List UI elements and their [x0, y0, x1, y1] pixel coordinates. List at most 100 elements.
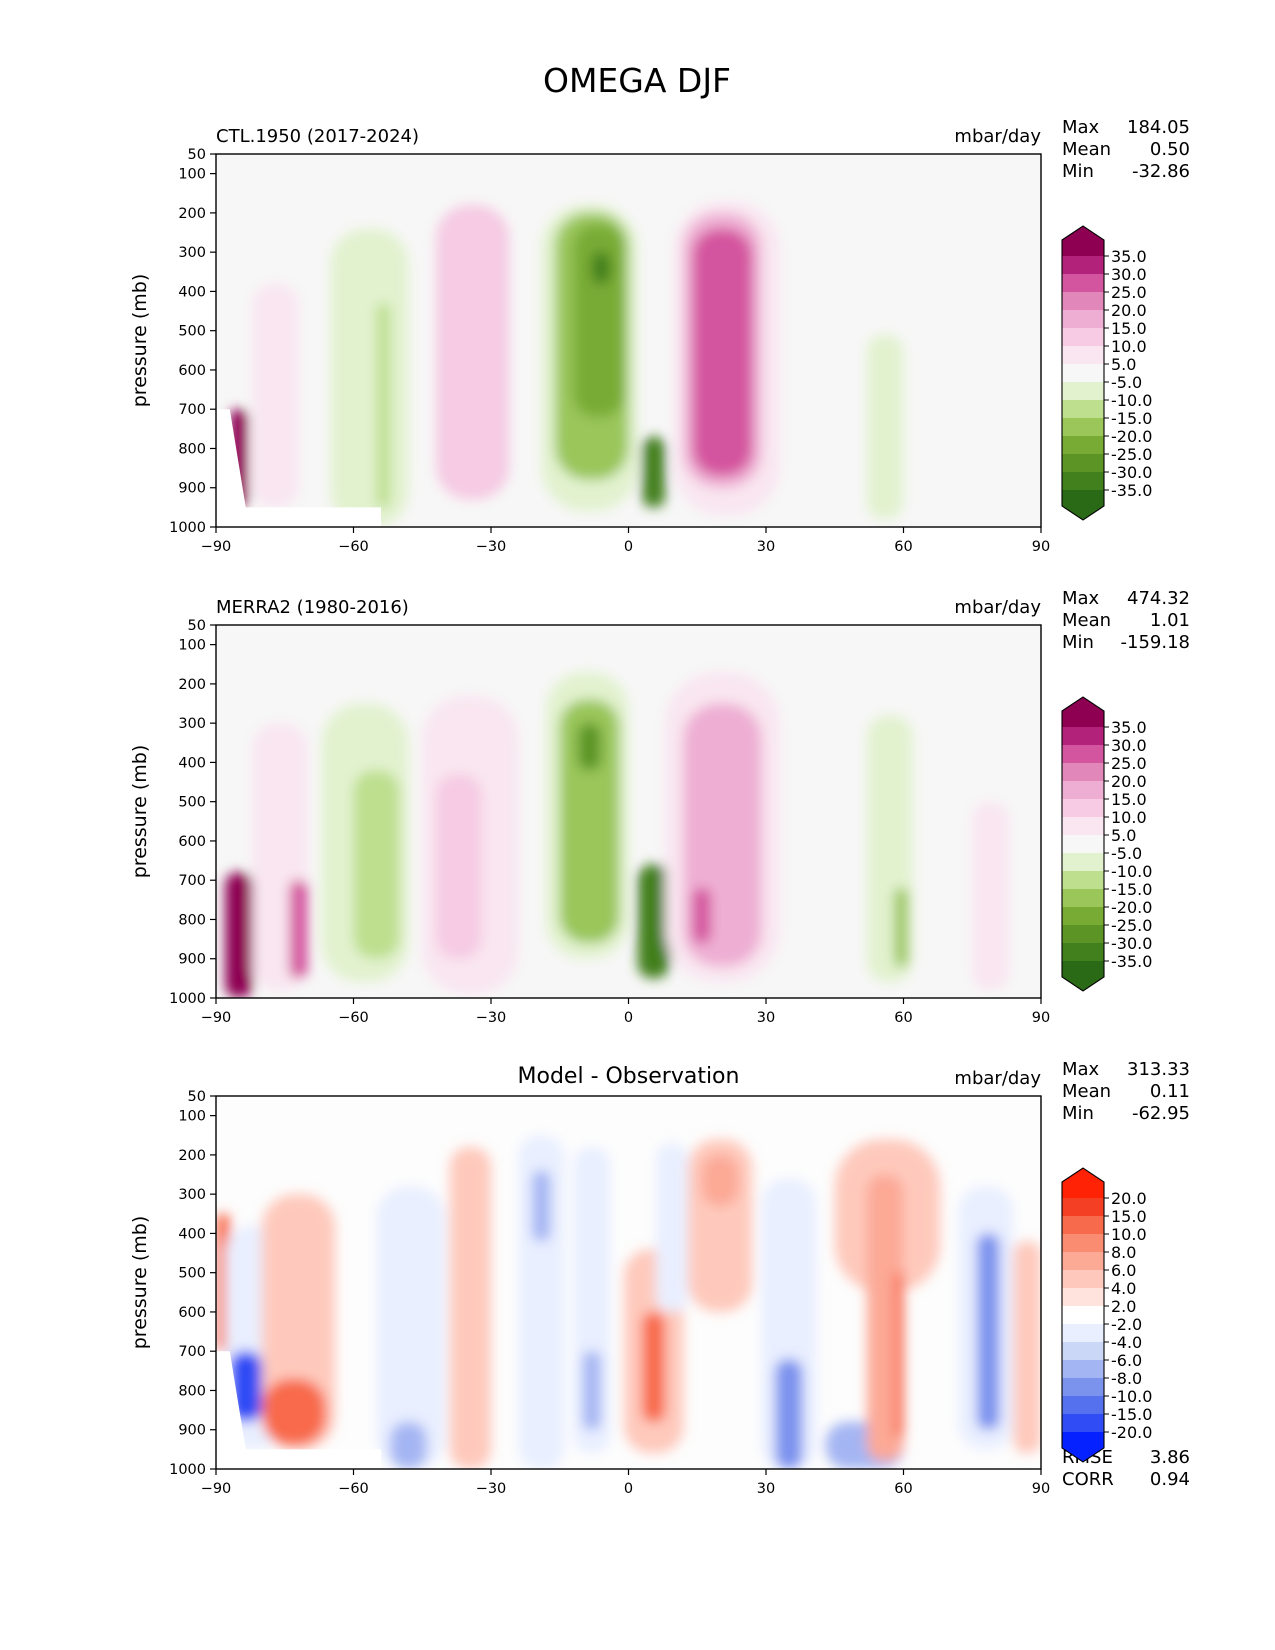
colorbar: 20.015.010.08.06.04.02.0-2.0-4.0-6.0-8.0…: [1061, 1167, 1152, 1463]
contour-region-3: [289, 880, 308, 979]
contour-region-4: [376, 303, 391, 508]
contour-region-5: [436, 205, 510, 500]
y-tick-label: 300: [178, 1187, 206, 1203]
colorbar-bin: [1062, 781, 1104, 799]
colorbar-bin: [1062, 346, 1104, 364]
stat-label: Min: [1062, 161, 1094, 182]
colorbar-bin: [1062, 853, 1104, 871]
colorbar-label: 10.0: [1111, 337, 1147, 356]
stat-value: 474.32: [1127, 588, 1190, 609]
y-tick-label: 50: [188, 1089, 206, 1105]
y-tick-label: 200: [178, 206, 206, 222]
contour-region-2: [252, 283, 299, 508]
colorbar: 35.030.025.020.015.010.05.0-5.0-10.0-15.…: [1061, 696, 1152, 992]
x-tick-label: −90: [201, 539, 232, 555]
colorbar-label: -10.0: [1111, 391, 1152, 410]
y-tick-label: 300: [178, 716, 206, 732]
contour-region-11: [637, 864, 670, 979]
x-tick-label: −30: [476, 1010, 507, 1026]
missing-data-mask: [216, 409, 381, 527]
stat-value: -32.86: [1132, 161, 1190, 182]
y-tick-label: 400: [178, 284, 206, 300]
colorbar-bin: [1062, 310, 1104, 328]
colorbar-bin: [1062, 1306, 1104, 1324]
contour-region-8: [449, 1147, 491, 1469]
colorbar-bin: [1062, 1324, 1104, 1342]
colorbar-label: -5.0: [1111, 844, 1142, 863]
colorbar-bin: [1062, 1234, 1104, 1252]
colorbar-bin: [1062, 1378, 1104, 1396]
stat-value: 1.01: [1150, 610, 1190, 631]
colorbar-bin: [1062, 1270, 1104, 1288]
x-tick-label: −90: [201, 1481, 232, 1497]
colorbar-bin: [1062, 1252, 1104, 1270]
colorbar-label: -20.0: [1111, 1423, 1152, 1442]
colorbar-label: -35.0: [1111, 952, 1152, 971]
x-tick-label: 60: [894, 1481, 912, 1497]
stat-value: 0.94: [1150, 1469, 1190, 1490]
colorbar-label: 10.0: [1111, 808, 1147, 827]
contour-region-10: [642, 436, 666, 508]
colorbar-label: 10.0: [1111, 1225, 1147, 1244]
stat-label: Max: [1062, 588, 1100, 609]
colorbar-label: 20.0: [1111, 1189, 1147, 1208]
colorbar-bin: [1062, 454, 1104, 472]
contour-field: [216, 1135, 1041, 1469]
y-tick-label: 600: [178, 363, 206, 379]
colorbar-label: 35.0: [1111, 718, 1147, 737]
contour-region-25: [976, 1233, 1000, 1430]
y-tick-label: 200: [178, 677, 206, 693]
colorbar-label: 30.0: [1111, 736, 1147, 755]
x-tick-label: 0: [624, 539, 633, 555]
colorbar-label: -10.0: [1111, 1387, 1152, 1406]
y-axis-label: pressure (mb): [129, 745, 151, 879]
colorbar-bin: [1062, 1216, 1104, 1234]
x-tick-label: 0: [624, 1481, 633, 1497]
x-tick-label: −90: [201, 1010, 232, 1026]
missing-data-mask: [216, 1351, 381, 1469]
y-axis-label: pressure (mb): [129, 274, 151, 408]
y-tick-label: 800: [178, 441, 206, 457]
colorbar-bin: [1062, 745, 1104, 763]
colorbar-bin: [1062, 382, 1104, 400]
y-tick-label: 700: [178, 402, 206, 418]
y-axis-label: pressure (mb): [129, 1216, 151, 1350]
colorbar-bin: [1062, 364, 1104, 382]
panel-title: MERRA2 (1980-2016): [216, 597, 409, 618]
colorbar-bin: [1062, 871, 1104, 889]
colorbar-label: -25.0: [1111, 445, 1152, 464]
colorbar-label: -4.0: [1111, 1333, 1142, 1352]
y-tick-label: 50: [188, 147, 206, 163]
y-tick-label: 800: [178, 1383, 206, 1399]
contour-region-9: [559, 699, 620, 944]
stat-value: 184.05: [1127, 117, 1190, 138]
x-tick-label: −60: [338, 1481, 369, 1497]
colorbar-extend-max: [1062, 1168, 1104, 1198]
y-tick-label: 1000: [169, 991, 206, 1007]
contour-region-23: [894, 1272, 904, 1438]
colorbar-label: -25.0: [1111, 916, 1152, 935]
colorbar-bin: [1062, 274, 1104, 292]
colorbar-label: 20.0: [1111, 772, 1147, 791]
contour-region-9: [518, 1135, 565, 1469]
colorbar-bin: [1062, 472, 1104, 490]
stat-label: Max: [1062, 1059, 1100, 1080]
contour-region-5: [261, 1378, 326, 1446]
contour-field: [229, 201, 904, 527]
colorbar-label: -35.0: [1111, 481, 1152, 500]
y-tick-label: 400: [178, 1226, 206, 1242]
missing-data-region: [216, 1351, 381, 1469]
colorbar-bin: [1062, 292, 1104, 310]
contour-region-26: [1013, 1241, 1041, 1454]
stat-value: 0.50: [1150, 139, 1190, 160]
units-label: mbar/day: [954, 1068, 1041, 1089]
x-tick-label: −60: [338, 1010, 369, 1026]
stat-label: CORR: [1062, 1469, 1114, 1490]
colorbar-bin: [1062, 328, 1104, 346]
colorbar-label: 5.0: [1111, 355, 1136, 374]
colorbar-label: -20.0: [1111, 898, 1152, 917]
colorbar-bin: [1062, 1414, 1104, 1432]
x-tick-label: 0: [624, 1010, 633, 1026]
colorbar-extend-max: [1062, 226, 1104, 256]
contour-region-12: [582, 1351, 601, 1430]
